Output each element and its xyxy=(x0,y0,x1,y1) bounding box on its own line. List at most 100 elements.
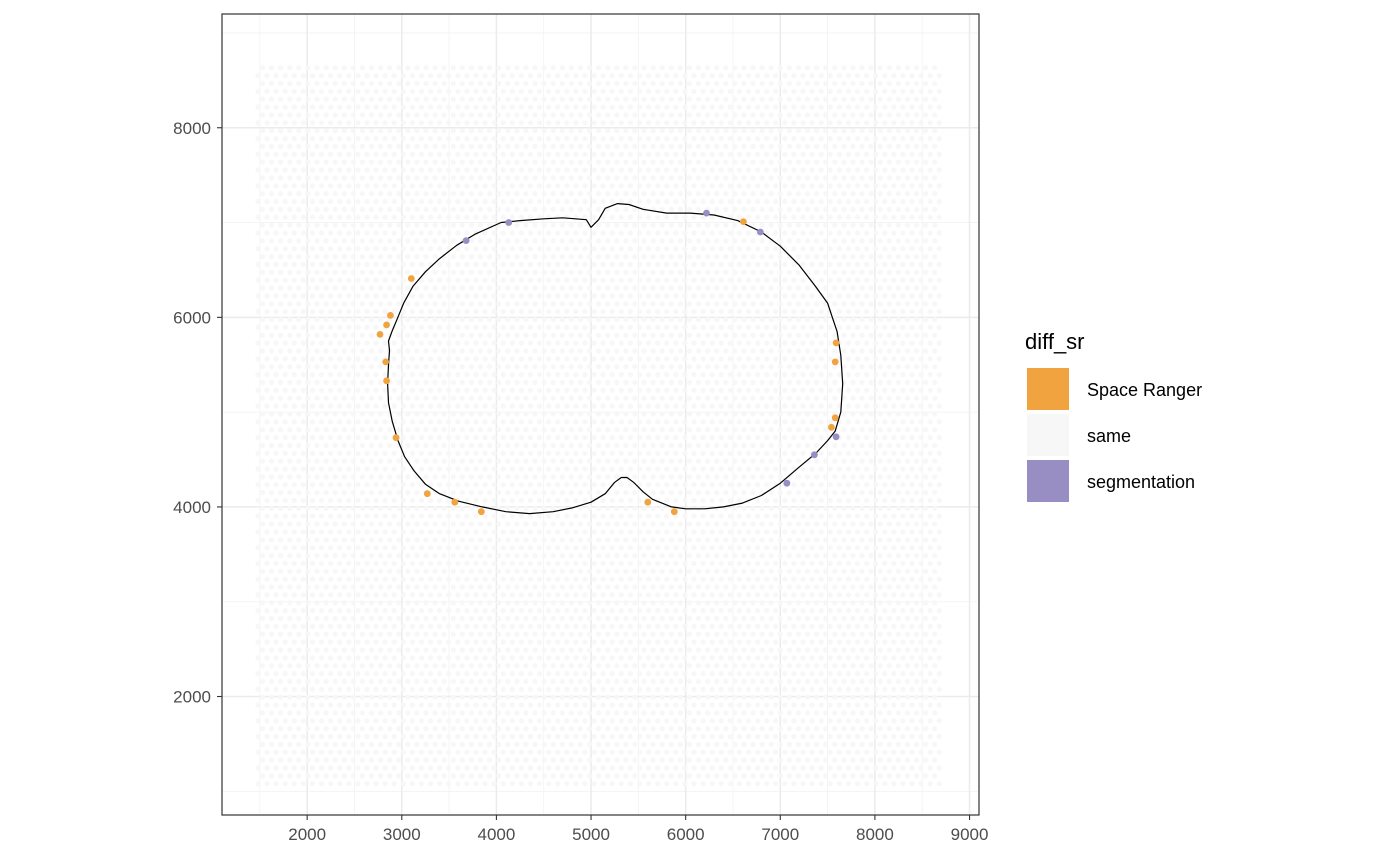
spot-same xyxy=(423,505,429,511)
spot-same xyxy=(709,293,715,299)
spot-same xyxy=(341,647,347,653)
spot-same xyxy=(446,718,452,724)
spot-same xyxy=(850,411,856,417)
spot-same xyxy=(605,442,611,448)
spot-same xyxy=(927,623,933,630)
spot-same xyxy=(477,615,484,622)
spot-same xyxy=(764,576,770,582)
spot-same xyxy=(337,324,343,330)
spot-same xyxy=(868,379,874,386)
spot-same xyxy=(682,293,688,299)
spot-same xyxy=(373,749,379,755)
spot-same xyxy=(804,647,811,653)
spot-same xyxy=(446,686,452,692)
spot-same xyxy=(482,372,488,378)
spot-same xyxy=(282,434,288,441)
spot-same xyxy=(477,537,484,543)
spot-same xyxy=(605,269,611,275)
spot-same xyxy=(318,718,325,724)
spot-same xyxy=(332,663,338,669)
spot-same xyxy=(350,364,356,370)
spot-same xyxy=(854,356,861,362)
spot-same xyxy=(509,671,515,677)
spot-same xyxy=(550,285,556,291)
spot-same xyxy=(459,379,465,386)
spot-same xyxy=(300,749,306,755)
spot-same xyxy=(500,419,506,425)
spot-same xyxy=(523,521,529,527)
spot-same xyxy=(523,663,529,669)
spot-same xyxy=(691,765,697,771)
spot-same xyxy=(668,647,674,653)
spot-same xyxy=(804,678,811,685)
spot-same xyxy=(904,474,911,480)
spot-same xyxy=(864,781,870,787)
spot-same xyxy=(718,324,724,330)
spot-same xyxy=(655,356,661,362)
spot-same xyxy=(627,671,634,677)
spot-same xyxy=(555,434,561,441)
spot-same xyxy=(550,773,556,779)
spot-same xyxy=(727,686,733,692)
spot-same xyxy=(441,301,447,307)
spot-same xyxy=(686,773,693,779)
spot-same xyxy=(414,395,420,401)
spot-same xyxy=(709,309,715,315)
spot-same xyxy=(259,694,266,700)
spot-same xyxy=(446,450,452,456)
spot-same xyxy=(609,576,615,582)
spot-same xyxy=(646,372,652,378)
spot-same xyxy=(659,490,665,496)
spot-same xyxy=(646,403,652,409)
spot-same xyxy=(309,733,316,740)
spot-same xyxy=(559,537,565,543)
spot-same xyxy=(337,356,343,362)
spot-same xyxy=(913,537,920,543)
spot-same xyxy=(636,781,643,787)
spot-same xyxy=(305,584,311,590)
spot-same xyxy=(514,694,520,700)
spot-same xyxy=(714,694,720,700)
spot-same xyxy=(804,490,811,496)
spot-same xyxy=(464,372,470,378)
spot-same xyxy=(550,647,556,653)
spot-same xyxy=(446,592,452,598)
spot-same xyxy=(868,301,874,307)
spot-same xyxy=(700,749,706,755)
spot-same xyxy=(868,316,874,323)
spot-same xyxy=(459,364,465,370)
spot-same xyxy=(795,568,802,574)
spot-same xyxy=(423,427,429,433)
spot-same xyxy=(718,340,724,346)
spot-same xyxy=(332,348,338,354)
spot-same xyxy=(682,324,688,330)
spot-same xyxy=(936,781,942,787)
spot-same xyxy=(618,686,624,692)
spot-same xyxy=(368,505,375,511)
spot-same xyxy=(464,340,470,346)
spot-same xyxy=(378,678,384,685)
spot-same xyxy=(555,608,561,614)
spot-same xyxy=(405,553,411,559)
spot-same xyxy=(827,671,833,677)
spot-same xyxy=(768,427,774,433)
spot-same xyxy=(464,623,470,630)
spot-same xyxy=(618,372,624,378)
spot-same xyxy=(382,623,388,630)
spot-same xyxy=(677,663,684,669)
spot-same xyxy=(691,372,697,378)
spot-same xyxy=(428,639,434,645)
spot-same xyxy=(873,403,879,409)
spot-same xyxy=(895,505,902,511)
spot-same xyxy=(836,324,842,330)
spot-same xyxy=(736,513,743,519)
spot-same xyxy=(900,387,906,393)
spot-same xyxy=(359,505,365,511)
spot-same xyxy=(695,285,702,291)
spot-same xyxy=(641,615,647,622)
spot-same xyxy=(314,316,320,323)
spot-same xyxy=(727,623,733,630)
spot-same xyxy=(745,450,752,456)
spot-same xyxy=(764,387,770,393)
spot-same xyxy=(541,694,547,700)
